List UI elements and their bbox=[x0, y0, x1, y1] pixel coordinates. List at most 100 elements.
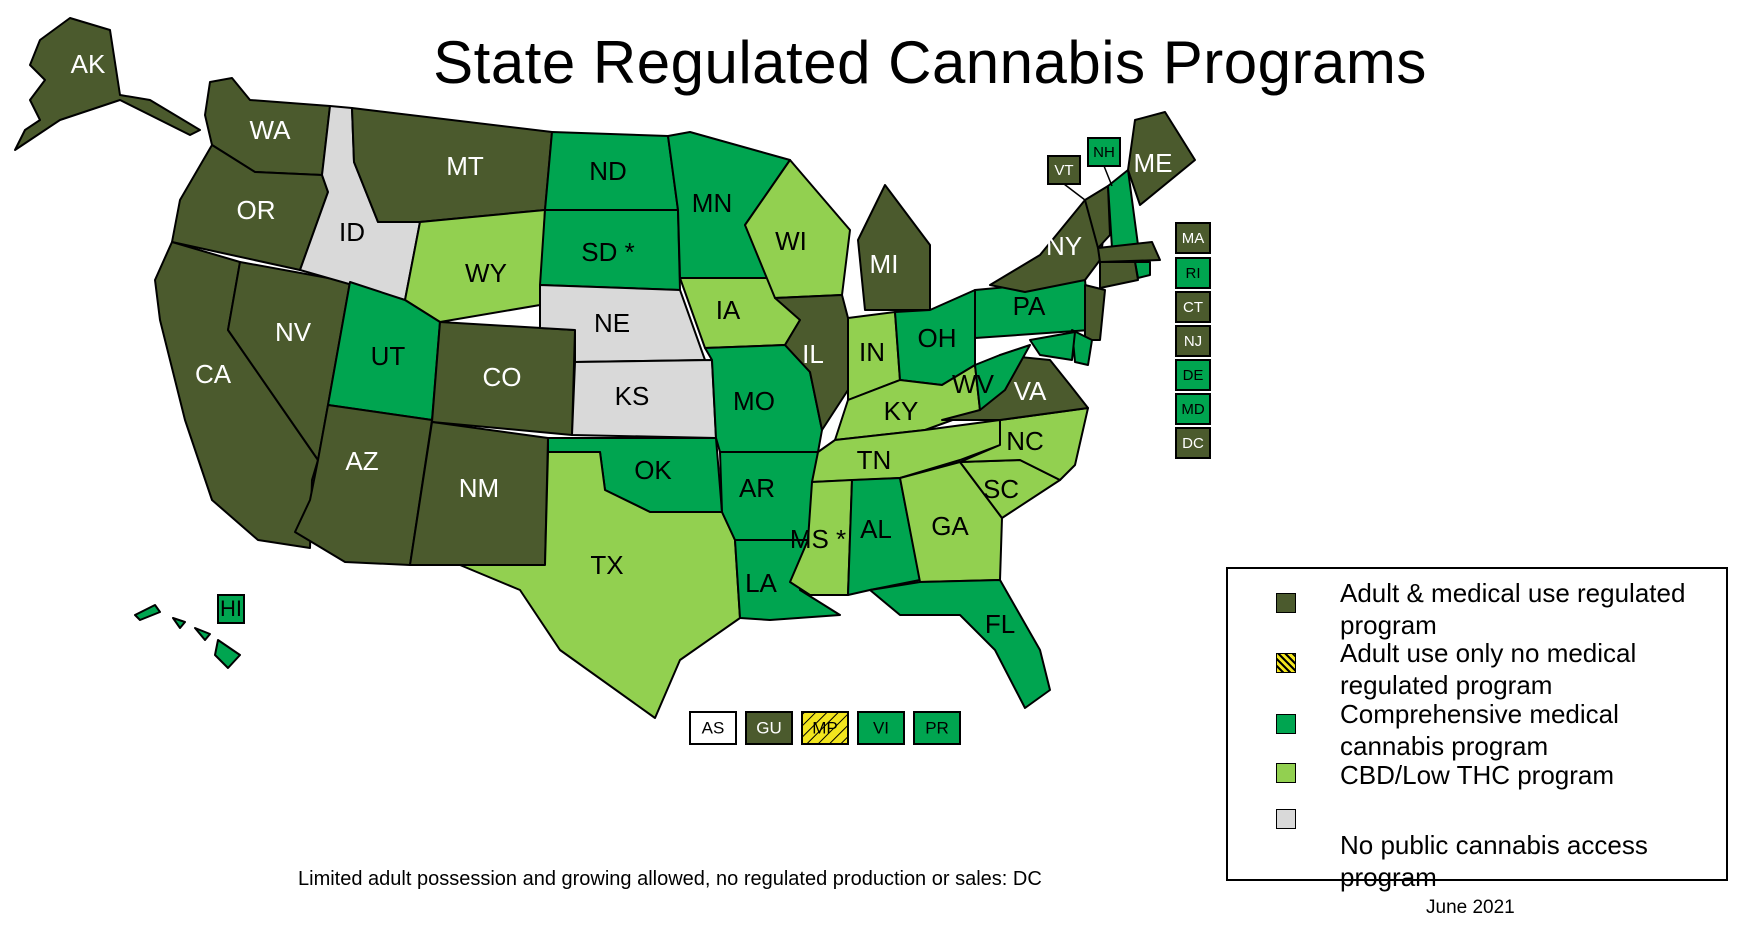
state-box-label-hi: HI bbox=[220, 596, 242, 621]
legend-label: CBD/Low THC program bbox=[1340, 760, 1615, 790]
legend: Adult & medical use regulated program Adu… bbox=[1226, 567, 1728, 892]
legend-swatch bbox=[1276, 809, 1296, 829]
state-box-label-md: MD bbox=[1181, 401, 1204, 418]
state-label-fl: FL bbox=[985, 609, 1015, 639]
state-label-al: AL bbox=[860, 514, 892, 544]
state-box-label-dc: DC bbox=[1182, 435, 1204, 452]
state-label-me: ME bbox=[1134, 148, 1173, 178]
state-label-la: LA bbox=[745, 568, 777, 598]
state-label-mi: MI bbox=[870, 249, 899, 279]
state-az bbox=[294, 404, 433, 566]
state-label-ks: KS bbox=[615, 381, 650, 411]
state-ga bbox=[899, 461, 1003, 583]
territory-label-pr: PR bbox=[925, 718, 949, 737]
state-label-nd: ND bbox=[589, 156, 627, 186]
state-mi bbox=[857, 184, 931, 311]
state-box-dc bbox=[1175, 427, 1211, 459]
state-tx bbox=[459, 451, 741, 719]
state-label-wa: WA bbox=[250, 115, 292, 145]
connector-line bbox=[1103, 165, 1113, 187]
legend-swatch bbox=[1276, 593, 1296, 613]
state-label-co: CO bbox=[483, 362, 522, 392]
state-nc bbox=[959, 407, 1089, 481]
state-box-nj bbox=[1175, 325, 1211, 357]
territory-label-vi: VI bbox=[873, 718, 889, 737]
state-fl bbox=[869, 579, 1051, 709]
state-label-wv: WV bbox=[952, 369, 995, 399]
state-label-ne: NE bbox=[594, 308, 630, 338]
legend-label: Adult use only no medical regulated prog… bbox=[1340, 638, 1637, 700]
state-label-oh: OH bbox=[918, 323, 957, 353]
state-label-wy: WY bbox=[465, 258, 507, 288]
state-label-ok: OK bbox=[634, 455, 672, 485]
legend-label: Adult & medical use regulated program bbox=[1340, 578, 1686, 640]
state-label-mt: MT bbox=[446, 151, 484, 181]
territory-vi bbox=[857, 711, 905, 745]
state-box-ri bbox=[1175, 257, 1211, 289]
state-box-label-nj: NJ bbox=[1184, 333, 1202, 350]
state-ct bbox=[1099, 261, 1139, 289]
state-label-nv: NV bbox=[275, 317, 312, 347]
state-label-sd: SD * bbox=[581, 237, 634, 267]
legend-label: Comprehensive medical cannabis program bbox=[1340, 699, 1619, 761]
territory-label-as: AS bbox=[702, 718, 725, 737]
state-label-ak: AK bbox=[71, 49, 106, 79]
state-label-tn: TN bbox=[857, 445, 892, 475]
state-label-id: ID bbox=[339, 217, 365, 247]
state-wv bbox=[974, 344, 1031, 411]
state-label-pa: PA bbox=[1013, 291, 1046, 321]
state-label-ia: IA bbox=[716, 295, 741, 325]
state-box-label-nh: NH bbox=[1093, 144, 1115, 161]
state-hi bbox=[134, 604, 241, 669]
state-label-mo: MO bbox=[733, 386, 775, 416]
connector-line bbox=[1063, 183, 1086, 201]
state-label-tx: TX bbox=[590, 550, 623, 580]
state-label-il: IL bbox=[802, 339, 824, 369]
state-box-label-ct: CT bbox=[1183, 299, 1203, 316]
legend-swatch bbox=[1276, 653, 1296, 673]
state-box-md bbox=[1175, 393, 1211, 425]
state-label-sc: SC bbox=[983, 474, 1019, 504]
state-nj bbox=[1084, 284, 1106, 341]
legend-swatch bbox=[1276, 714, 1296, 734]
territory-as bbox=[689, 711, 737, 745]
state-de bbox=[1071, 329, 1093, 366]
date-label: June 2021 bbox=[1426, 897, 1515, 918]
state-label-in: IN bbox=[859, 337, 885, 367]
state-label-nm: NM bbox=[459, 473, 499, 503]
state-ma bbox=[1097, 241, 1161, 263]
state-box-label-vt: VT bbox=[1054, 162, 1073, 179]
state-label-ny: NY bbox=[1046, 231, 1082, 261]
territory-pr bbox=[913, 711, 961, 745]
state-md bbox=[1029, 331, 1076, 361]
state-label-mn: MN bbox=[692, 188, 732, 218]
state-label-wi: WI bbox=[775, 226, 807, 256]
state-label-va: VA bbox=[1014, 376, 1047, 406]
state-wy bbox=[404, 209, 546, 323]
state-label-ut: UT bbox=[371, 341, 406, 371]
legend-swatch bbox=[1276, 763, 1296, 783]
state-wi bbox=[744, 159, 851, 299]
territory-gu bbox=[745, 711, 793, 745]
state-box-hi bbox=[217, 594, 245, 624]
state-box-label-ma: MA bbox=[1182, 230, 1205, 247]
state-label-ky: KY bbox=[884, 396, 919, 426]
state-box-label-de: DE bbox=[1183, 367, 1204, 384]
state-il bbox=[774, 294, 849, 431]
state-label-or: OR bbox=[237, 195, 276, 225]
state-label-nc: NC bbox=[1006, 426, 1044, 456]
state-label-az: AZ bbox=[345, 446, 378, 476]
state-label-ca: CA bbox=[195, 359, 232, 389]
state-label-ga: GA bbox=[931, 511, 969, 541]
state-vt bbox=[1084, 185, 1111, 249]
state-box-ma bbox=[1175, 222, 1211, 254]
footnote: Limited adult possession and growing all… bbox=[298, 868, 1042, 890]
state-me bbox=[1127, 111, 1196, 206]
legend-label: No public cannabis access program bbox=[1340, 830, 1648, 892]
territory-label-gu: GU bbox=[756, 718, 782, 737]
state-label-ar: AR bbox=[739, 473, 775, 503]
territory-mp bbox=[801, 711, 849, 745]
state-label-ms: MS * bbox=[790, 524, 846, 554]
state-box-label-ri: RI bbox=[1186, 265, 1201, 282]
